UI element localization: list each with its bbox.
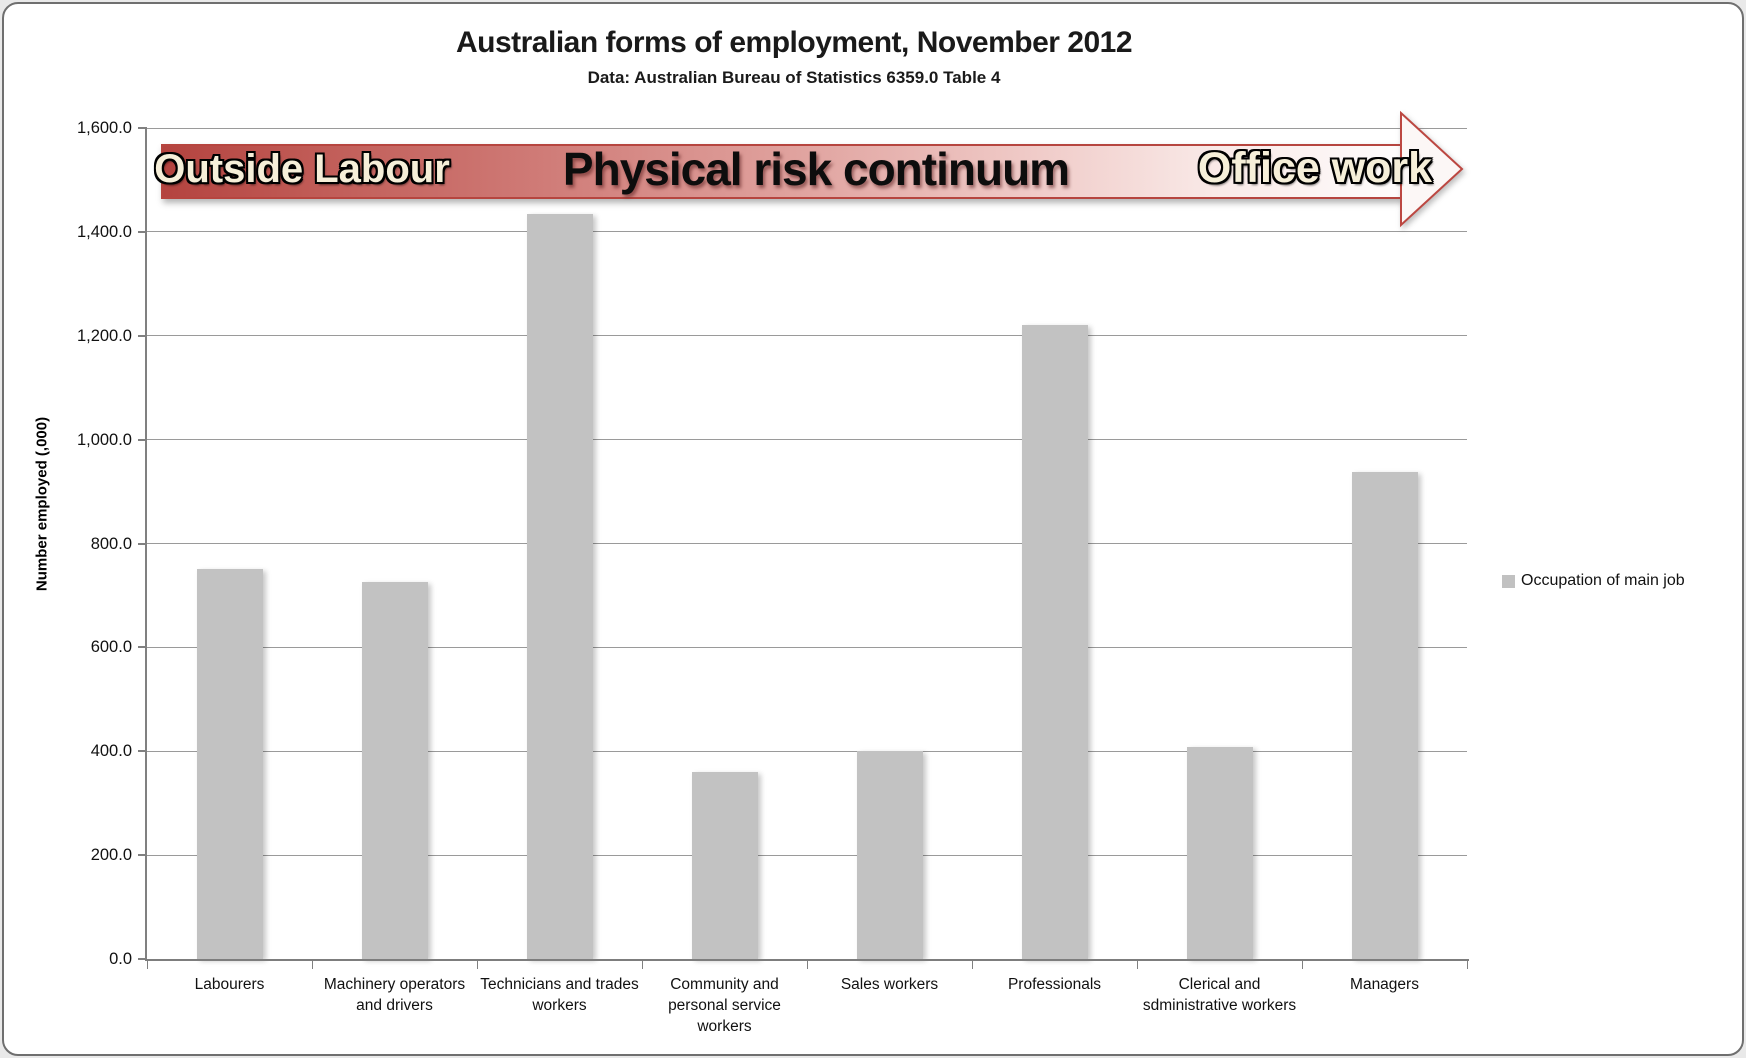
- y-tick-mark: [138, 438, 147, 441]
- y-tick-label: 1,200.0: [76, 326, 132, 345]
- x-tick-mark: [1302, 961, 1303, 969]
- x-tick-mark: [642, 961, 643, 969]
- x-tick-mark: [972, 961, 973, 969]
- page-title: Australian forms of employment, November…: [455, 26, 1133, 59]
- x-axis-line: [145, 959, 1469, 961]
- plot-area: [147, 127, 1467, 959]
- x-category-label: Community and personal service workers: [668, 976, 781, 1035]
- gridline: [147, 854, 1467, 856]
- x-category-label: Managers: [1350, 976, 1419, 993]
- y-tick-label: 1,600.0: [76, 119, 132, 137]
- banner-label-office-work: Office work: [1197, 144, 1433, 192]
- x-category-label: Sales workers: [840, 976, 939, 993]
- x-category-label: Clerical and sdministrative workers: [1142, 976, 1297, 1014]
- y-tick-label: 800.0: [90, 534, 132, 553]
- bar-1: [196, 568, 263, 959]
- y-tick-mark: [138, 750, 147, 753]
- y-tick-mark: [138, 542, 147, 545]
- y-tick-label: 400.0: [90, 742, 132, 761]
- gridline: [147, 646, 1467, 648]
- risk-continuum-banner: [161, 144, 1402, 199]
- y-tick-label: 0.0: [109, 950, 132, 968]
- y-tick-mark: [138, 958, 147, 960]
- gridline: [147, 439, 1467, 441]
- x-category-label: Professionals: [1007, 976, 1102, 993]
- x-tick-mark: [312, 961, 313, 969]
- x-tick-mark: [147, 961, 148, 969]
- bar-5: [856, 750, 923, 959]
- y-tick-mark: [138, 334, 147, 337]
- banner-label-physical-risk-continuum: Physical risk continuum: [562, 143, 1070, 195]
- y-tick-mark: [138, 646, 147, 649]
- x-category-label: Machinery operators and drivers: [323, 976, 466, 1014]
- x-category-label: Technicians and trades workers: [480, 976, 639, 1014]
- banner-label-outside-labour: Outside Labour: [154, 147, 450, 191]
- bar-4: [691, 771, 758, 959]
- gridline: [147, 750, 1467, 752]
- x-tick-mark: [1137, 961, 1138, 969]
- title-block: Australian forms of employment, November…: [4, 26, 1584, 88]
- y-tick-label: 1,000.0: [76, 430, 132, 449]
- y-axis-line: [145, 128, 147, 961]
- bar-2: [361, 581, 428, 959]
- x-tick-mark: [1467, 961, 1468, 969]
- gridline: [147, 127, 1467, 129]
- y-tick-label: 200.0: [90, 846, 132, 865]
- bar-6: [1021, 324, 1088, 959]
- arrow-right-icon: [1400, 110, 1464, 228]
- page-subtitle: Data: Australian Bureau of Statistics 63…: [587, 68, 1001, 87]
- legend-marker-icon: [1502, 574, 1515, 588]
- x-category-label: Labourers: [194, 976, 265, 993]
- x-tick-mark: [477, 961, 478, 969]
- gridline: [147, 231, 1467, 233]
- bar-3: [526, 214, 593, 959]
- y-tick-mark: [138, 230, 147, 233]
- bar-7: [1186, 746, 1253, 959]
- gridline: [147, 543, 1467, 544]
- y-tick-mark: [138, 127, 147, 129]
- bar-8: [1351, 472, 1418, 959]
- y-tick-label: 1,400.0: [76, 222, 132, 241]
- x-tick-mark: [807, 961, 808, 969]
- y-tick-mark: [138, 854, 147, 857]
- legend-label: Occupation of main job: [1521, 572, 1685, 589]
- y-tick-label: 600.0: [90, 638, 132, 657]
- legend: Occupation of main job: [1502, 572, 1685, 590]
- gridline: [147, 335, 1467, 337]
